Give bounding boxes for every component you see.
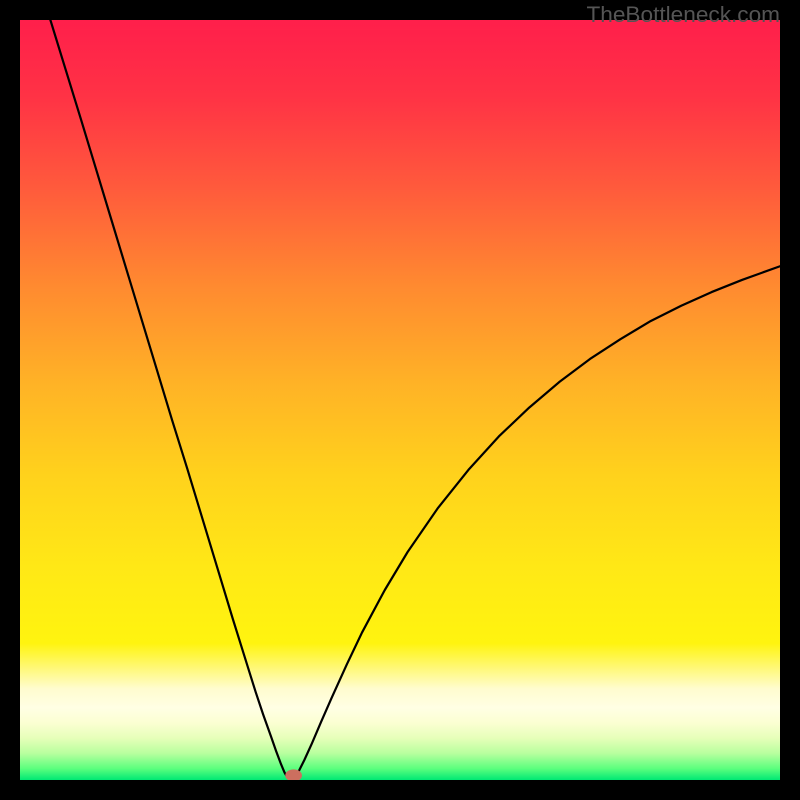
gradient-background (20, 20, 780, 780)
watermark-text: TheBottleneck.com (586, 2, 780, 28)
chart-svg (20, 20, 780, 780)
chart-stage: TheBottleneck.com (0, 0, 800, 800)
plot-area (20, 20, 780, 780)
